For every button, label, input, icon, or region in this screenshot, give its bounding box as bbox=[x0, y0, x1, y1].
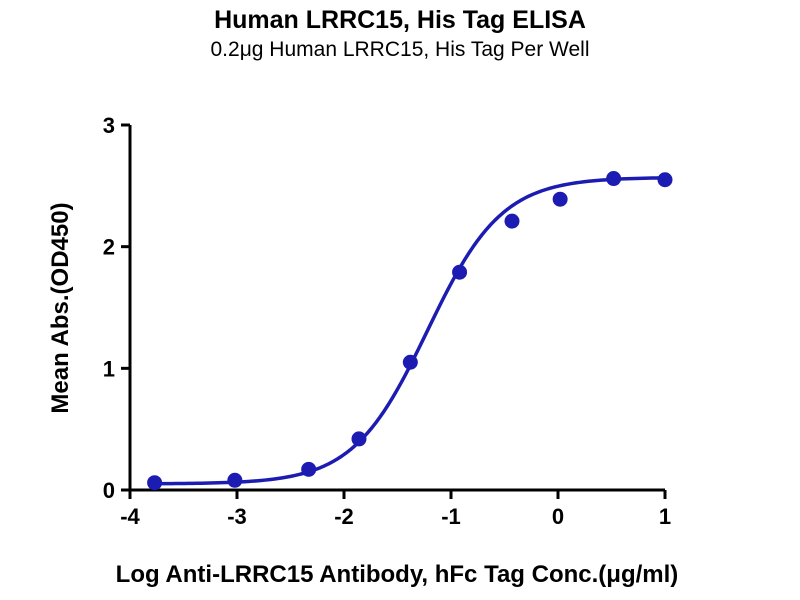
x-tick-label: 1 bbox=[659, 504, 671, 529]
data-point bbox=[452, 264, 468, 280]
data-point bbox=[351, 431, 367, 447]
data-point bbox=[402, 354, 418, 370]
x-axis-label: Log Anti-LRRC15 Antibody, hFc Tag Conc.(… bbox=[116, 561, 679, 588]
x-tick-label: 0 bbox=[552, 504, 564, 529]
x-tick-label: -1 bbox=[441, 504, 461, 529]
data-point bbox=[552, 191, 568, 207]
y-tick-label: 2 bbox=[103, 235, 115, 260]
data-point bbox=[301, 461, 317, 477]
fit-curve bbox=[152, 176, 667, 486]
y-tick-label: 3 bbox=[103, 113, 115, 138]
y-axis-label: Mean Abs.(OD450) bbox=[47, 202, 74, 413]
y-tick-label: 1 bbox=[103, 356, 115, 381]
y-tick-label: 0 bbox=[103, 478, 115, 503]
plot-area: -4 -3 -2 -1 0 1 0 1 2 3 bbox=[103, 113, 673, 529]
data-point bbox=[657, 172, 673, 188]
x-tick-label: -3 bbox=[227, 504, 247, 529]
data-point bbox=[227, 472, 243, 488]
data-point bbox=[147, 475, 163, 491]
data-point bbox=[606, 171, 622, 187]
data-point bbox=[504, 213, 520, 229]
x-tick-label: -2 bbox=[334, 504, 354, 529]
x-tick-label: -4 bbox=[120, 504, 140, 529]
chart-title: Human LRRC15, His Tag ELISA bbox=[214, 6, 586, 34]
chart-subtitle: 0.2μg Human LRRC15, His Tag Per Well bbox=[210, 38, 590, 61]
